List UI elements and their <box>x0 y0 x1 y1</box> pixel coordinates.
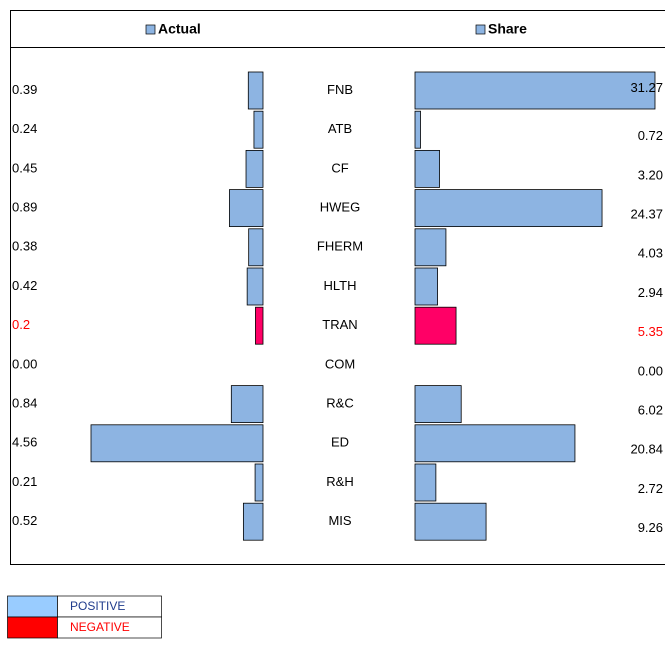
bar <box>415 307 456 344</box>
bar <box>415 72 655 109</box>
bar <box>246 150 263 187</box>
value-label: 5.35 <box>638 324 663 339</box>
value-label: 24.37 <box>630 207 663 222</box>
value-label: 4.56 <box>12 435 37 450</box>
value-label: 2.72 <box>638 481 663 496</box>
bar <box>249 229 263 266</box>
value-label: 20.84 <box>630 442 663 457</box>
bar <box>255 464 263 501</box>
series-header: Share <box>488 21 527 37</box>
value-label: 6.02 <box>638 403 663 418</box>
bar <box>255 307 263 344</box>
legend-label: NEGATIVE <box>70 620 130 634</box>
bar <box>243 503 263 540</box>
category-label: ED <box>331 435 349 450</box>
bar <box>247 268 263 305</box>
bar <box>248 72 263 109</box>
category-label: CF <box>331 160 348 175</box>
bar <box>415 268 438 305</box>
value-label: 0.39 <box>12 82 37 97</box>
bar <box>229 190 263 227</box>
value-label: 0.00 <box>638 363 663 378</box>
value-label: 3.20 <box>638 167 663 182</box>
value-label: 0.00 <box>12 356 37 371</box>
bar <box>415 464 436 501</box>
series-header: Actual <box>158 21 201 37</box>
value-label: 0.38 <box>12 239 37 254</box>
bar <box>415 111 421 148</box>
value-label: 2.94 <box>638 285 663 300</box>
value-label: 31.27 <box>630 80 663 95</box>
category-label: ATB <box>328 121 352 136</box>
category-label: HWEG <box>320 200 360 215</box>
bar <box>415 386 461 423</box>
value-label: 4.03 <box>638 246 663 261</box>
value-label: 0.24 <box>12 121 37 136</box>
legend-swatch <box>8 596 58 617</box>
value-label: 0.52 <box>12 513 37 528</box>
category-label: HLTH <box>324 278 357 293</box>
bar <box>415 229 446 266</box>
category-label: TRAN <box>322 317 357 332</box>
bar <box>254 111 263 148</box>
category-label: COM <box>325 356 355 371</box>
value-label: 0.2 <box>12 317 30 332</box>
category-label: R&C <box>326 396 353 411</box>
value-label: 0.72 <box>638 128 663 143</box>
bar <box>91 425 263 462</box>
value-label: 0.21 <box>12 474 37 489</box>
category-label: FHERM <box>317 239 363 254</box>
bar <box>415 150 440 187</box>
legend-swatch <box>8 617 58 638</box>
bar <box>415 503 486 540</box>
bar <box>415 190 602 227</box>
legend-label: POSITIVE <box>70 599 125 613</box>
category-label: MIS <box>328 513 351 528</box>
category-label: FNB <box>327 82 353 97</box>
legend-swatch <box>476 25 485 34</box>
value-label: 9.26 <box>638 520 663 535</box>
bar <box>231 386 263 423</box>
value-label: 0.89 <box>12 200 37 215</box>
category-label: R&H <box>326 474 353 489</box>
value-label: 0.84 <box>12 396 37 411</box>
value-label: 0.42 <box>12 278 37 293</box>
value-label: 0.45 <box>12 160 37 175</box>
legend-swatch <box>146 25 155 34</box>
bar <box>415 425 575 462</box>
